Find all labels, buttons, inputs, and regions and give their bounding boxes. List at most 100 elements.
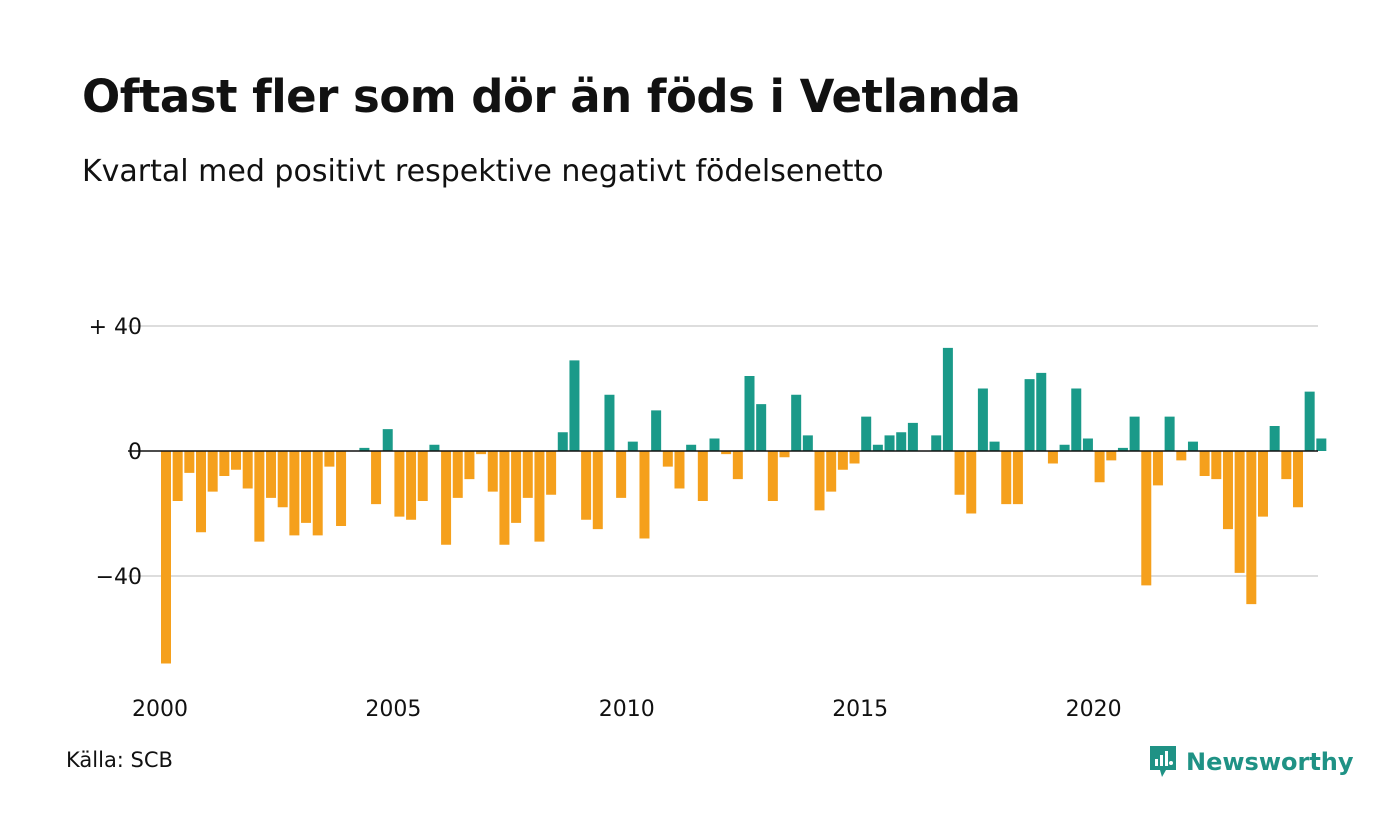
bar-2002-q2 (266, 451, 277, 498)
bar-2020-q4 (1129, 416, 1140, 452)
bar-2002-q1 (254, 451, 265, 542)
bar-2019-q3 (1071, 388, 1082, 451)
bar-2023-q2 (1246, 451, 1257, 605)
bar-2014-q2 (826, 451, 837, 492)
bar-2022-q3 (1211, 451, 1222, 480)
bar-2009-q2 (592, 451, 603, 530)
bars (161, 347, 1327, 664)
bar-2015-q2 (872, 444, 883, 451)
bar-2020-q3 (1117, 447, 1128, 452)
bar-2020-q1 (1094, 451, 1105, 483)
bar-2008-q1 (534, 451, 545, 542)
bar-2023-q4 (1269, 426, 1280, 451)
bar-2021-q4 (1176, 451, 1187, 461)
bar-2024-q1 (1281, 451, 1292, 480)
bar-2005-q3 (417, 451, 428, 501)
bar-2017-q1 (954, 451, 965, 495)
x-tick-label: 2000 (132, 697, 188, 722)
x-tick-label: 2010 (599, 697, 655, 722)
brand-logo[interactable]: Newsworthy (1148, 744, 1354, 780)
bar-2001-q4 (242, 451, 253, 489)
bar-2021-q3 (1164, 416, 1175, 452)
bar-2007-q2 (499, 451, 510, 545)
bar-2014-q1 (814, 451, 825, 511)
bar-2016-q4 (942, 347, 953, 452)
newsworthy-logo-icon (1150, 746, 1176, 777)
bar-2008-q4 (569, 360, 580, 452)
bar-2003-q3 (324, 451, 335, 467)
y-tick-label: −40 (96, 565, 142, 590)
bar-2011-q3 (697, 451, 708, 501)
bar-2004-q2 (359, 447, 370, 452)
axis-tick-labels: + 40 0 −40 2000 2005 2010 2015 2020 (89, 315, 1122, 722)
y-tick-label: 0 (128, 440, 142, 465)
bar-2007-q4 (522, 451, 533, 498)
bar-2018-q2 (1012, 451, 1023, 505)
bar-2013-q2 (779, 451, 790, 458)
bar-2009-q4 (616, 451, 627, 498)
bar-2010-q2 (639, 451, 650, 539)
bar-2021-q1 (1141, 451, 1152, 586)
bar-2012-q4 (756, 404, 767, 452)
bar-2023-q3 (1257, 451, 1268, 517)
bar-2002-q3 (277, 451, 288, 508)
bar-2005-q4 (429, 444, 440, 451)
bar-2003-q4 (336, 451, 347, 526)
y-tick-label: + 40 (89, 315, 142, 340)
bar-2014-q4 (849, 451, 860, 464)
x-tick-label: 2005 (365, 697, 421, 722)
bar-2024-q2 (1292, 451, 1303, 508)
bar-2000-q3 (184, 451, 195, 473)
x-tick-label: 2020 (1066, 697, 1122, 722)
bar-2024-q4 (1316, 438, 1327, 451)
bar-2024-q3 (1304, 391, 1315, 452)
chart-title: Oftast fler som dör än föds i Vetlanda (82, 70, 1021, 123)
bar-2019-q1 (1047, 451, 1058, 464)
bar-2004-q3 (371, 451, 382, 505)
bar-2006-q1 (441, 451, 452, 545)
bar-2021-q2 (1152, 451, 1163, 486)
bar-2010-q4 (662, 451, 673, 467)
brand-name: Newsworthy (1186, 748, 1354, 776)
bar-2001-q3 (231, 451, 242, 470)
source-label: Källa: SCB (66, 748, 173, 772)
bar-2007-q1 (487, 451, 498, 492)
bar-2003-q2 (312, 451, 323, 536)
grid-lines (128, 325, 1318, 577)
bar-2017-q2 (966, 451, 977, 514)
bar-2000-q4 (196, 451, 207, 533)
bar-2019-q4 (1082, 438, 1093, 451)
bar-2012-q3 (744, 376, 755, 451)
bar-2000-q2 (172, 451, 183, 501)
bar-2001-q2 (219, 451, 230, 476)
bar-2003-q1 (301, 451, 312, 523)
bar-2016-q3 (931, 435, 942, 452)
bar-2004-q4 (382, 429, 393, 452)
bar-2010-q3 (651, 410, 662, 452)
bar-2013-q4 (802, 435, 813, 452)
bar-2006-q4 (476, 451, 487, 455)
bar-2006-q2 (452, 451, 463, 498)
bar-2018-q1 (1001, 451, 1012, 505)
bar-2012-q2 (732, 451, 743, 480)
bar-2015-q3 (884, 435, 895, 452)
bar-2000-q1 (161, 451, 171, 664)
bar-2001-q1 (207, 451, 218, 492)
bar-2016-q1 (907, 422, 918, 452)
bar-2006-q3 (464, 451, 475, 480)
bar-2005-q1 (394, 451, 405, 517)
bar-2023-q1 (1234, 451, 1245, 573)
bar-2018-q3 (1024, 379, 1035, 452)
bar-2013-q3 (791, 394, 802, 451)
bar-2012-q1 (721, 451, 732, 455)
bar-2007-q3 (511, 451, 522, 523)
bar-2013-q1 (767, 451, 778, 501)
bar-2018-q4 (1036, 372, 1047, 452)
bar-2017-q3 (977, 388, 988, 451)
x-tick-label: 2015 (832, 697, 888, 722)
bar-2011-q4 (709, 438, 720, 451)
bar-2011-q2 (686, 444, 697, 451)
bar-2011-q1 (674, 451, 685, 489)
bar-2022-q4 (1222, 451, 1233, 530)
